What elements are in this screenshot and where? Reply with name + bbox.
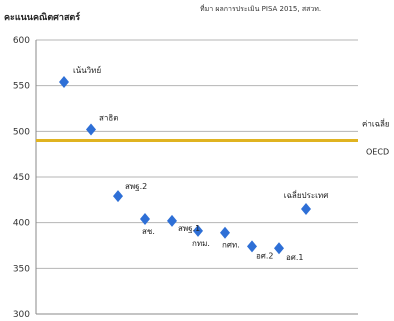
data-point-label: อศ.2 bbox=[256, 251, 274, 260]
data-point-label: สพฐ.2 bbox=[125, 182, 147, 191]
chart-title: คะแนนคณิตศาสตร์ bbox=[4, 11, 80, 23]
y-tick-label: 550 bbox=[13, 82, 30, 92]
y-tick-label: 300 bbox=[13, 310, 30, 320]
data-point-label: เฉลี่ยประเทศ bbox=[284, 189, 329, 200]
data-point-label: สช. bbox=[142, 227, 155, 236]
oecd-label-line1: ค่าเฉลี่ย bbox=[362, 117, 390, 128]
y-tick-label: 350 bbox=[13, 264, 30, 274]
data-point-marker bbox=[247, 240, 257, 253]
data-point-label: อศ.1 bbox=[286, 253, 304, 262]
data-point-label: กศท. bbox=[222, 241, 240, 250]
data-point-label: กทม. bbox=[192, 239, 210, 248]
y-tick-label: 600 bbox=[13, 36, 30, 46]
data-point-label: เน้นวิทย์ bbox=[73, 65, 101, 75]
data-point-marker bbox=[193, 224, 203, 237]
y-axis: 300 350 400 450 500 550 600 bbox=[13, 36, 30, 320]
data-point-marker bbox=[113, 190, 123, 203]
data-point-marker bbox=[86, 123, 96, 136]
data-point-label: สพฐ.1 bbox=[178, 224, 200, 233]
grid-layer bbox=[35, 39, 358, 315]
chart-source: ที่มา ผลการประเมิน PISA 2015, สสวท. bbox=[200, 4, 321, 13]
oecd-label-line2: OECD bbox=[366, 147, 389, 156]
y-tick-label: 450 bbox=[13, 173, 30, 183]
data-points bbox=[59, 76, 311, 255]
data-point-label: สาธิต bbox=[99, 114, 118, 123]
data-point-marker bbox=[59, 76, 69, 89]
y-tick-label: 500 bbox=[13, 127, 30, 137]
data-point-marker bbox=[140, 213, 150, 226]
oecd-average-line-group: ค่าเฉลี่ย OECD bbox=[36, 117, 390, 156]
data-point-marker bbox=[274, 242, 284, 255]
data-point-marker bbox=[167, 214, 177, 227]
data-point-marker bbox=[220, 226, 230, 239]
y-tick-label: 400 bbox=[13, 219, 30, 229]
data-point-marker bbox=[301, 202, 311, 215]
